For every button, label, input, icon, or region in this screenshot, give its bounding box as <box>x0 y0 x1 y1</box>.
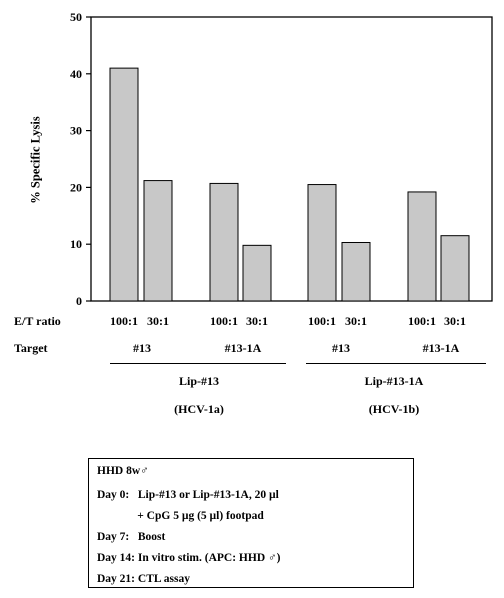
target-13-1a-b: #13-1A <box>423 341 460 356</box>
protocol-line: Day 7: Boost <box>97 531 165 543</box>
bars <box>110 68 469 301</box>
group-rule-1 <box>110 363 286 364</box>
category-label: 100:1 <box>110 314 138 329</box>
group-name-1: Lip-#13 <box>179 374 219 389</box>
protocol-line: Day 0: Lip-#13 or Lip-#13-1A, 20 µl <box>97 489 279 501</box>
bar <box>342 242 370 301</box>
bar <box>243 245 271 301</box>
y-tick-label: 40 <box>70 67 82 81</box>
target-13-1a-a: #13-1A <box>225 341 262 356</box>
category-label: 100:1 <box>308 314 336 329</box>
category-label: 100:1 <box>210 314 238 329</box>
y-tick-label: 0 <box>76 294 82 308</box>
category-label: 30:1 <box>345 314 367 329</box>
category-label: 100:1 <box>408 314 436 329</box>
et-ratio-label: E/T ratio <box>14 314 61 329</box>
category-label: 30:1 <box>147 314 169 329</box>
bar <box>210 183 238 301</box>
group-rule-2 <box>306 363 486 364</box>
y-axis-title-text: % Specific Lysis <box>29 116 44 204</box>
group-sub-2: (HCV-1b) <box>369 402 419 417</box>
category-label: 30:1 <box>246 314 268 329</box>
bar <box>308 185 336 301</box>
target-13-b: #13 <box>332 341 350 356</box>
category-label: 30:1 <box>444 314 466 329</box>
y-tick-label: 30 <box>70 124 82 138</box>
protocol-box: HHD 8w♂ Day 0: Lip-#13 or Lip-#13-1A, 20… <box>88 458 414 588</box>
y-tick-label: 10 <box>70 237 82 251</box>
protocol-line: + CpG 5 µg (5 µl) footpad <box>97 510 264 522</box>
bar <box>408 192 436 301</box>
protocol-line: Day 21: CTL assay <box>97 573 190 585</box>
protocol-title: HHD 8w♂ <box>97 465 149 477</box>
y-tick-label: 20 <box>70 180 82 194</box>
target-label: Target <box>14 341 48 356</box>
y-ticks: 0 10 20 30 40 50 <box>70 10 91 308</box>
bar <box>110 68 138 301</box>
y-tick-label: 50 <box>70 10 82 24</box>
group-sub-1: (HCV-1a) <box>174 402 224 417</box>
protocol-line: Day 14: In vitro stim. (APC: HHD ♂) <box>97 552 280 564</box>
group-name-2: Lip-#13-1A <box>365 374 424 389</box>
bar-chart: 0 10 20 30 40 50 <box>0 0 504 320</box>
bar <box>441 236 469 301</box>
target-13-a: #13 <box>133 341 151 356</box>
bar <box>144 181 172 301</box>
